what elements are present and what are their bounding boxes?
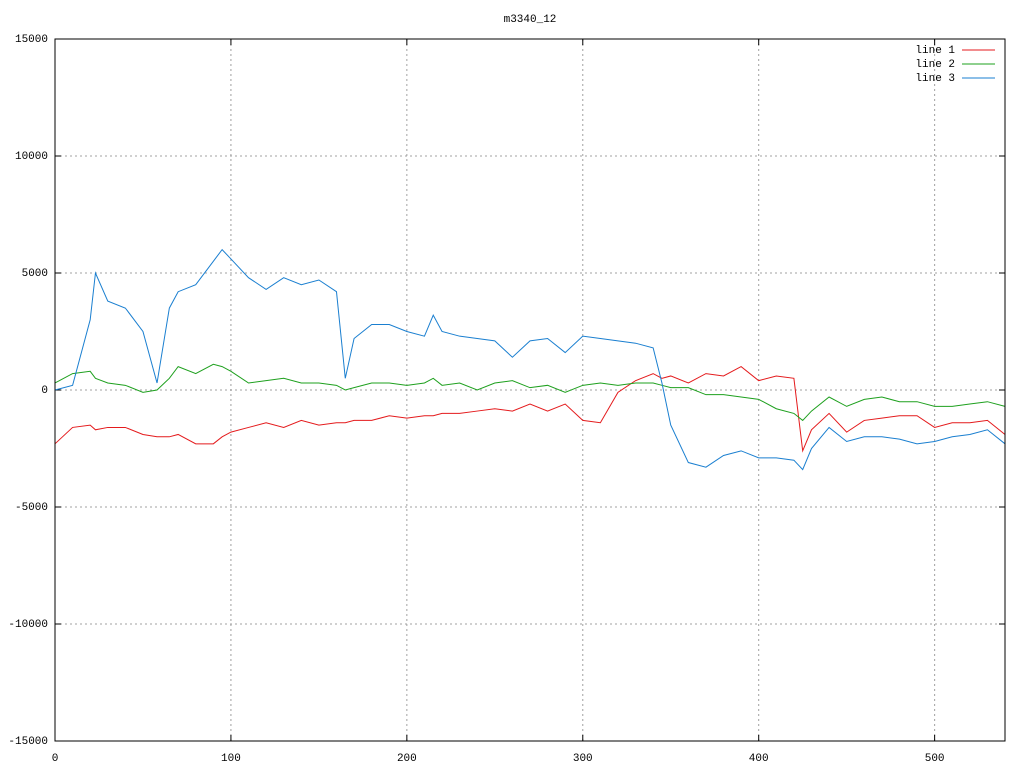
plot-border bbox=[54, 38, 1006, 742]
y-tick-label: 15000 bbox=[15, 34, 48, 46]
legend-label: line 1 bbox=[915, 45, 955, 57]
series-line bbox=[54, 248, 1006, 471]
series-line bbox=[54, 363, 1006, 422]
x-tick-label: 100 bbox=[221, 753, 241, 765]
x-tick-label: 500 bbox=[925, 753, 945, 765]
chart-title: m3340_12 bbox=[504, 14, 557, 26]
legend-label: line 3 bbox=[915, 73, 955, 85]
y-tick-label: 0 bbox=[41, 385, 48, 397]
series-line bbox=[54, 366, 1006, 453]
y-tick-label: -10000 bbox=[8, 619, 48, 631]
y-tick-label: 10000 bbox=[15, 151, 48, 163]
y-tick-label: -15000 bbox=[8, 736, 48, 748]
x-tick-label: 400 bbox=[749, 753, 769, 765]
legend-label: line 2 bbox=[915, 59, 955, 71]
x-tick-label: 300 bbox=[573, 753, 593, 765]
y-tick-label: -5000 bbox=[15, 502, 48, 514]
x-tick-label: 0 bbox=[52, 753, 59, 765]
x-tick-label: 200 bbox=[397, 753, 417, 765]
y-tick-label: 5000 bbox=[22, 268, 48, 280]
